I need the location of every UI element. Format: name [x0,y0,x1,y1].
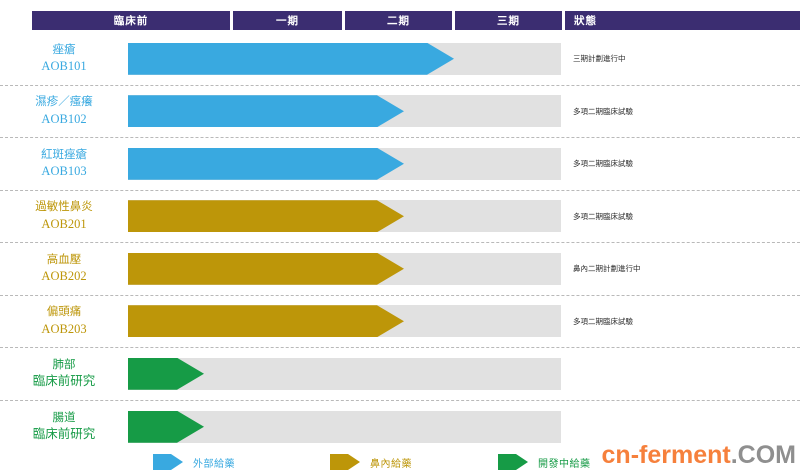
program-label: 肺部 臨床前研究 [0,357,128,391]
progress-bar-area [128,305,561,338]
header-col-3: 三期 [455,11,562,30]
program-code: 臨床前研究 [32,374,96,389]
program-code: AOB102 [41,111,87,126]
progress-bar-area [128,357,561,390]
status-text: 多項二期臨床試驗 [573,211,633,221]
legend-item-green: 開發中給藥 [498,454,591,470]
legend-arrow-icon [498,454,528,470]
program-code: 臨床前研究 [32,427,96,442]
program-code: AOB202 [41,269,87,284]
progress-bar-area [128,200,561,233]
program-label: 腸道 臨床前研究 [0,410,128,444]
progress-arrow [128,305,404,337]
indication-name: 高血壓 [46,253,82,266]
indication-name: 過敏性鼻炎 [35,201,93,214]
pipeline-row: 偏頭痛 AOB203 多項二期臨床試驗 [0,296,800,348]
indication-name: 紅斑痤瘡 [41,148,87,161]
progress-bar-area [128,147,561,180]
pipeline-row: 肺部 臨床前研究 [0,348,800,401]
progress-bar-area [128,95,561,128]
pipeline-row: 紅斑痤瘡 AOB103 多項二期臨床試驗 [0,138,800,191]
watermark-brand: cn-ferment [601,441,731,469]
indication-name: 痤瘡 [52,43,76,56]
header-col-2: 二期 [345,11,452,30]
program-code: AOB203 [41,321,87,336]
indication-name: 肺部 [52,358,76,371]
legend: 外部給藥 鼻內給藥 開發中給藥 [0,454,800,474]
pipeline-row: 濕疹／瘙癢 AOB102 多項二期臨床試驗 [0,86,800,138]
progress-arrow [128,148,404,180]
program-label: 過敏性鼻炎 AOB201 [0,199,128,233]
indication-name: 腸道 [52,411,76,424]
status-text: 三期計劃進行中 [573,54,626,64]
indication-name: 濕疹／瘙癢 [35,96,93,109]
legend-label: 鼻內給藥 [370,458,412,470]
legend-label: 開發中給藥 [538,458,591,470]
pipeline-rows: 痤瘡 AOB101 三期計劃進行中 濕疹／瘙癢 AOB102 多項二期臨床試驗 紅斑痤瘡 AO… [0,33,800,453]
indication-name: 偏頭痛 [46,306,82,319]
program-label: 高血壓 AOB202 [0,252,128,286]
status-text: 多項二期臨床試驗 [573,316,633,326]
status-text: 多項二期臨床試驗 [573,106,633,116]
legend-arrow-icon [330,454,360,470]
program-code: AOB201 [41,216,87,231]
pipeline-row: 過敏性鼻炎 AOB201 多項二期臨床試驗 [0,191,800,243]
progress-arrow [128,253,404,285]
program-label: 紅斑痤瘡 AOB103 [0,147,128,181]
pipeline-row: 腸道 臨床前研究 [0,401,800,454]
legend-label: 外部給藥 [193,458,235,470]
progress-bar-area [128,252,561,285]
legend-arrow-icon [153,454,183,470]
progress-arrow [128,43,454,75]
legend-item-gold: 鼻內給藥 [330,454,412,470]
header-col-0: 臨床前 [32,11,230,30]
header-col-1: 一期 [233,11,342,30]
program-label: 濕疹／瘙癢 AOB102 [0,94,128,128]
progress-bar-area [128,42,561,75]
pipeline-row: 痤瘡 AOB101 三期計劃進行中 [0,33,800,86]
status-text: 鼻內二期計劃進行中 [573,264,641,274]
progress-arrow [128,200,404,232]
program-label: 偏頭痛 AOB203 [0,304,128,338]
header-col-4: 狀態 [565,11,800,30]
watermark-suffix: .COM [730,441,796,469]
legend-item-blue: 外部給藥 [153,454,235,470]
program-code: AOB103 [41,164,87,179]
status-text: 多項二期臨床試驗 [573,159,633,169]
program-code: AOB101 [41,59,87,74]
pipeline-row: 高血壓 AOB202 鼻內二期計劃進行中 [0,243,800,296]
progress-bar-area [128,410,561,443]
progress-arrow [128,95,404,127]
watermark: cn-ferment.COM [602,441,796,470]
program-label: 痤瘡 AOB101 [0,42,128,76]
